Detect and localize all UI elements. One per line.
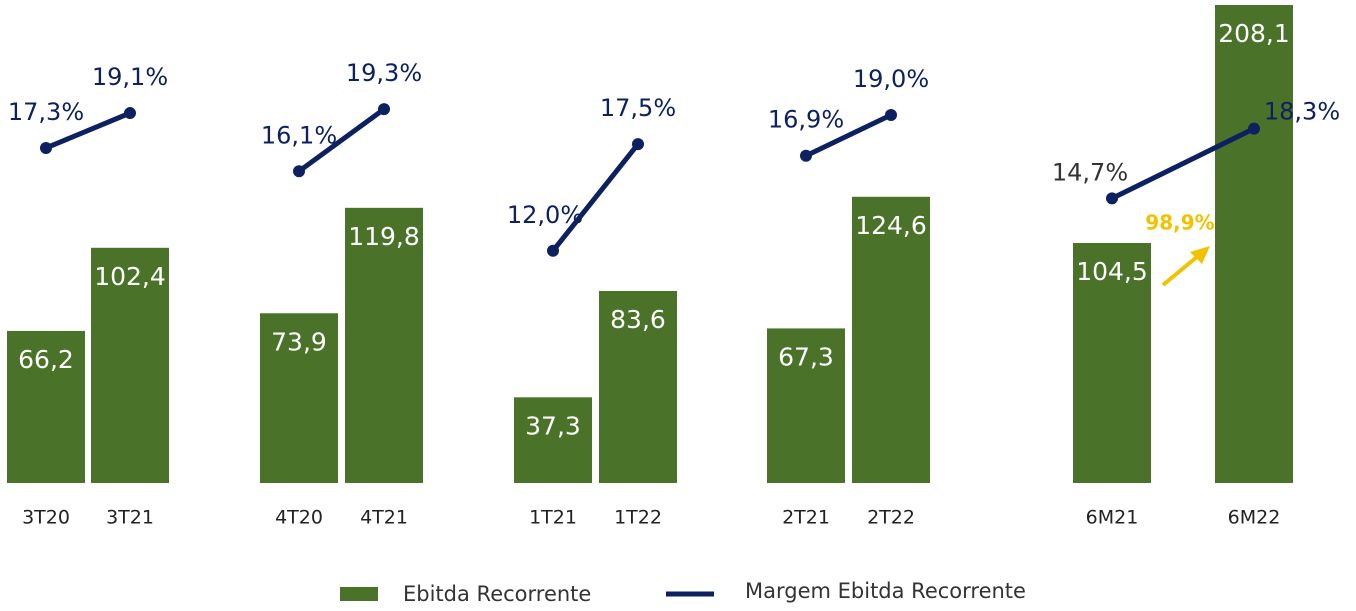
bar	[514, 397, 592, 483]
bar-label: 208,1	[1218, 19, 1290, 48]
bar-label: 102,4	[94, 262, 166, 291]
margin-point	[1248, 122, 1260, 135]
margin-point	[800, 149, 812, 162]
bar	[7, 330, 85, 483]
margin-point	[632, 138, 644, 151]
bar-label: 66,2	[18, 345, 74, 374]
bar-label: 83,6	[610, 305, 666, 334]
margin-line	[297, 107, 386, 174]
bar	[91, 247, 169, 483]
bar-label: 104,5	[1076, 257, 1148, 286]
x-tick-label: 3T20	[22, 507, 70, 529]
margin-line	[45, 110, 131, 151]
x-tick-label: 2T22	[867, 507, 915, 529]
x-tick-label: 4T21	[360, 507, 408, 529]
legend-swatch	[340, 587, 378, 601]
bar	[852, 196, 930, 483]
margin-label: 18,3%	[1264, 98, 1340, 126]
bar	[1215, 5, 1293, 483]
margin-line	[1110, 126, 1256, 201]
x-tick-label: 1T22	[614, 507, 662, 529]
margin-label: 19,3%	[346, 59, 422, 87]
margin-label: 14,7%	[1052, 158, 1128, 186]
margin-point	[1106, 192, 1118, 205]
bar-label: 124,6	[855, 211, 927, 240]
margin-label: 17,3%	[8, 98, 84, 126]
x-tick-label: 1T21	[529, 507, 577, 529]
legend-label: Margem Ebitda Recorrente	[745, 579, 1026, 603]
annotation-arrowhead	[1190, 246, 1210, 264]
x-tick-label: 2T21	[782, 507, 830, 529]
x-tick-label: 6M22	[1228, 507, 1281, 529]
margin-point	[885, 109, 897, 121]
margin-label: 19,1%	[92, 63, 168, 91]
bar-label: 67,3	[778, 342, 834, 371]
margin-label: 16,9%	[768, 106, 844, 134]
margin-line	[804, 112, 893, 158]
margin-line	[551, 142, 640, 253]
margin-label: 16,1%	[261, 121, 337, 149]
margin-point	[378, 103, 390, 116]
bar-label: 73,9	[271, 327, 327, 356]
x-tick-label: 3T21	[106, 507, 154, 529]
bar	[767, 328, 845, 483]
bar	[260, 313, 338, 483]
margin-point	[124, 107, 136, 120]
bar	[345, 207, 423, 483]
x-tick-label: 6M21	[1086, 507, 1139, 529]
bar	[1073, 242, 1151, 483]
margin-point	[547, 244, 559, 257]
bar-label: 119,8	[348, 222, 420, 251]
margin-point	[40, 141, 52, 154]
annotation-arrow	[1161, 254, 1200, 287]
legend-label: Ebitda Recorrente	[403, 582, 591, 606]
annotation: 98,9%	[1145, 211, 1214, 235]
bar-label: 37,3	[525, 411, 581, 440]
margin-label: 17,5%	[600, 94, 676, 122]
bar	[599, 290, 677, 483]
x-tick-label: 4T20	[275, 507, 323, 529]
margin-label: 19,0%	[853, 65, 929, 93]
margin-label: 12,0%	[507, 201, 583, 229]
margin-point	[293, 165, 305, 178]
